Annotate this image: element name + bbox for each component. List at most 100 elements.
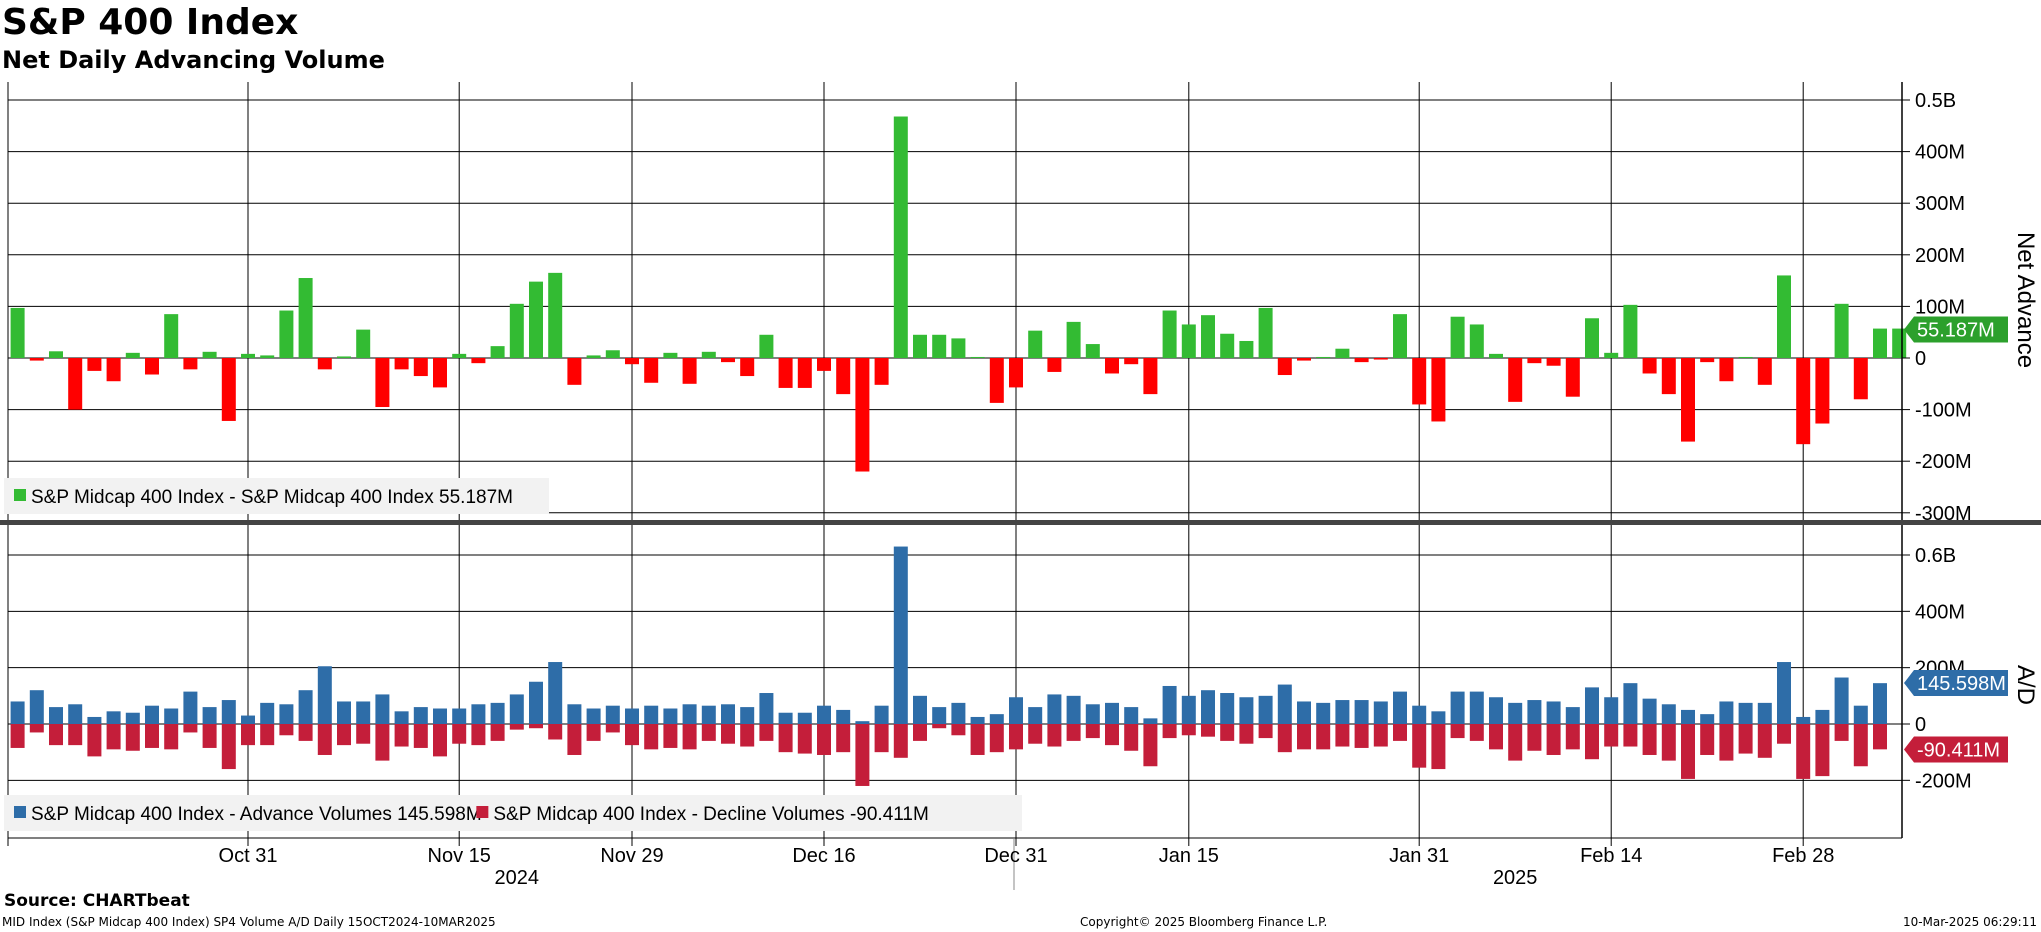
- net-bar: [509, 303, 524, 358]
- advance-bar: [202, 707, 217, 724]
- decline-bar: [1201, 724, 1215, 737]
- panel-divider: [0, 520, 2041, 525]
- advance-bar: [1834, 677, 1849, 724]
- net-bar: [452, 353, 467, 358]
- y-tick-label: -100M: [1915, 400, 1972, 422]
- net-bar: [586, 355, 601, 358]
- decline-bar: [548, 724, 563, 740]
- decline-last-tag: -90.411M: [1904, 736, 2008, 763]
- decline-bar: [1546, 724, 1561, 755]
- chart-svg: 0.5B 400M 300M 200M 100M 0 -100M -200M -300M 0.6B…: [0, 82, 2041, 890]
- net-bar: [1738, 356, 1753, 358]
- decline-bar: [433, 724, 447, 757]
- decline-bar: [1354, 724, 1369, 748]
- net-bar: [836, 358, 851, 395]
- decline-bar: [701, 724, 716, 741]
- advance-bar: [490, 702, 505, 724]
- advance-bar: [1508, 702, 1523, 724]
- net-bar: [1277, 358, 1292, 376]
- decline-bar: [164, 724, 179, 750]
- decline-bar: [490, 724, 505, 741]
- decline-bar: [644, 724, 659, 750]
- labels: 0.5B 400M 300M 200M 100M 0 -100M -200M -300M 0.6B…: [4, 90, 2039, 889]
- net-bar: [1085, 344, 1100, 358]
- legend-swatch: [14, 806, 26, 818]
- advance-bar: [87, 716, 102, 724]
- advance-bar: [1393, 691, 1407, 724]
- net-bar: [1604, 352, 1619, 358]
- decline-bar: [1028, 724, 1043, 744]
- decline-bar: [202, 724, 217, 748]
- net-bar: [1028, 330, 1043, 358]
- net-bar: [1585, 318, 1599, 358]
- advance-bar: [1162, 685, 1177, 724]
- y-tick-label: 0: [1915, 348, 1926, 370]
- advance-bar: [1181, 695, 1196, 724]
- decline-bar: [1623, 724, 1638, 747]
- decline-bar: [913, 724, 927, 741]
- advance-bar: [932, 707, 947, 724]
- x-year-label: 2024: [495, 867, 540, 889]
- decline-bar: [855, 724, 870, 786]
- advance-bar: [1297, 701, 1311, 724]
- net-bar: [125, 352, 140, 358]
- advance-bar: [1105, 702, 1119, 724]
- advance-bar: [970, 716, 985, 724]
- advance-bar: [1604, 697, 1619, 724]
- y-tick-label: 0.5B: [1915, 90, 1956, 112]
- decline-bar: [817, 724, 831, 755]
- net-bar: [1623, 304, 1638, 358]
- decline-bar: [1469, 724, 1484, 741]
- decline-bar: [1565, 724, 1580, 750]
- net-bar: [394, 358, 409, 370]
- advance-bar: [1661, 704, 1676, 724]
- net-bar: [1681, 358, 1695, 442]
- advance-last-tag: 145.598M: [1904, 669, 2008, 696]
- net-bar: [68, 358, 83, 410]
- decline-last-tag-text: -90.411M: [1917, 739, 2000, 761]
- advance-bar: [1489, 697, 1503, 724]
- advance-bar: [1527, 700, 1542, 724]
- net-bar: [221, 358, 236, 421]
- net-bar: [605, 350, 620, 358]
- net-bar: [1815, 358, 1830, 424]
- net-bar: [1220, 333, 1235, 358]
- advance-bar: [797, 712, 812, 724]
- advance-bar: [1469, 691, 1484, 724]
- advance-bar: [913, 695, 927, 724]
- decline-bar: [221, 724, 236, 770]
- advance-bar: [433, 708, 447, 724]
- net-bar: [1316, 356, 1331, 358]
- advance-bar: [605, 705, 620, 724]
- net-bar: [797, 358, 812, 388]
- net-bar: [1393, 314, 1407, 358]
- advance-bar: [1047, 694, 1062, 724]
- net-bar: [1297, 358, 1311, 361]
- decline-bar: [260, 724, 275, 746]
- advance-last-tag-shape: [1904, 669, 2008, 696]
- decline-bar: [893, 724, 908, 758]
- net-bar: [970, 356, 985, 358]
- net-bar: [644, 358, 659, 383]
- decline-bar: [1181, 724, 1196, 736]
- net-bar: [375, 358, 390, 408]
- x-tick-label: Feb 14: [1580, 845, 1642, 867]
- last-value-tag-shape: [1904, 316, 2008, 343]
- advance-bar: [164, 708, 179, 724]
- net-bar: [10, 307, 25, 358]
- advance-bar: [682, 704, 697, 724]
- advance-bar: [529, 681, 543, 724]
- net-bar: [413, 358, 428, 377]
- net-bar: [721, 358, 735, 363]
- advance-bar: [1719, 701, 1734, 724]
- advance-bar: [1681, 709, 1695, 724]
- footer-description: MID Index (S&P Midcap 400 Index) SP4 Vol…: [2, 915, 496, 929]
- net-bar: [1124, 358, 1139, 365]
- net-bar: [701, 351, 716, 358]
- net-bar: [433, 358, 447, 388]
- decline-bar: [241, 724, 255, 746]
- net-bar: [1258, 307, 1273, 358]
- decline-bar: [529, 724, 543, 729]
- net-bar: [548, 272, 563, 358]
- y-axis-title: A/D: [2012, 665, 2039, 705]
